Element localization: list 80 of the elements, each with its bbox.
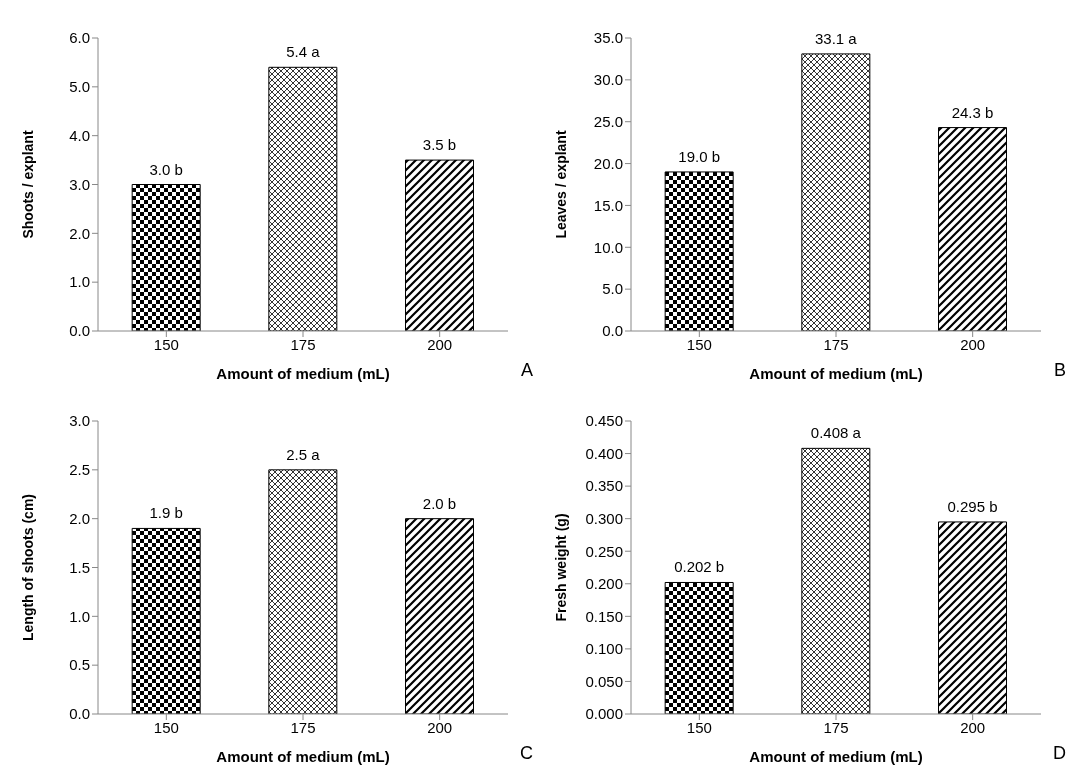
y-tick-label: 0.050 [585,672,623,690]
bar [801,53,871,331]
bar [664,581,734,714]
text: B [1053,360,1066,381]
x-tick-label: 200 [960,335,986,353]
text: D [1053,743,1066,764]
data-label: 0.408 a [810,424,862,442]
data-label: 3.0 b [149,160,183,178]
x-tick-label: 175 [823,718,849,736]
bar [405,159,474,331]
y-tick-label: 10.0 [593,238,623,256]
bar [405,518,474,714]
bar [938,127,1007,331]
y-tick-label: 6.0 [69,29,90,47]
bar [268,66,338,331]
data-label: 0.295 b [947,497,998,515]
y-tick-label: 0.100 [585,640,623,658]
y-tick-label: 30.0 [593,71,623,89]
y-axis-title: Shoots / explant [19,130,36,239]
y-tick-label: 3.0 [69,175,90,193]
x-tick-label: 200 [427,718,453,736]
x-tick-label: 150 [153,335,179,353]
y-tick-label: 2.0 [69,224,90,242]
y-tick-label: 0.450 [585,412,623,430]
y-tick-label: 2.0 [69,509,90,527]
bar [801,447,871,714]
y-tick-label: 1.0 [69,273,90,291]
x-tick-label: 150 [686,335,712,353]
y-tick-label: 0.150 [585,607,623,625]
y-tick-label: 0.250 [585,542,623,560]
data-label: 19.0 b [678,147,721,165]
text: A [520,360,533,381]
y-tick-label: 2.5 [69,461,90,479]
bar [268,469,338,714]
y-tick-label: 0.300 [585,509,623,527]
y-tick-label: 1.5 [69,558,90,576]
x-axis-title: Amount of medium (mL) [749,365,923,382]
bar [131,527,201,714]
text: C [520,743,533,764]
y-tick-label: 1.0 [69,607,90,625]
bar [131,184,201,331]
data-label: 0.202 b [674,558,725,576]
data-label: 2.0 b [422,494,457,512]
x-axis-title: Amount of medium (mL) [216,365,390,382]
y-tick-label: 0.400 [585,444,623,462]
y-axis-title: Length of shoots (cm) [19,494,36,641]
x-tick-label: 150 [153,718,179,736]
data-label: 2.5 a [286,445,321,463]
bar [938,521,1007,714]
y-tick-label: 25.0 [593,113,623,131]
y-tick-label: 0.000 [585,705,623,723]
bar [664,171,734,331]
y-tick-label: 0.5 [69,656,90,674]
y-tick-label: 0.0 [69,705,90,723]
y-tick-label: 0.0 [69,322,90,340]
x-tick-label: 175 [290,718,316,736]
y-tick-label: 35.0 [593,29,623,47]
y-tick-label: 0.0 [602,322,623,340]
y-tick-label: 5.0 [69,78,90,96]
x-axis-title: Amount of medium (mL) [749,748,923,765]
x-tick-label: 150 [686,718,712,736]
x-tick-label: 175 [290,335,316,353]
x-tick-label: 200 [427,335,453,353]
x-tick-label: 200 [960,718,986,736]
data-label: 1.9 b [149,504,183,522]
y-tick-label: 3.0 [69,412,90,430]
y-tick-label: 15.0 [593,196,623,214]
data-label: 5.4 a [286,43,321,61]
data-label: 24.3 b [951,103,994,121]
data-label: 33.1 a [814,29,858,47]
y-axis-title: Fresh weight (g) [552,513,569,622]
x-tick-label: 175 [823,335,849,353]
x-axis-title: Amount of medium (mL) [216,748,390,765]
y-tick-label: 5.0 [602,280,623,298]
y-tick-label: 0.350 [585,477,623,495]
y-tick-label: 20.0 [593,154,623,172]
y-tick-label: 0.200 [585,575,623,593]
y-axis-title: Leaves / explant [552,130,569,239]
y-tick-label: 4.0 [69,126,90,144]
data-label: 3.5 b [422,136,457,154]
